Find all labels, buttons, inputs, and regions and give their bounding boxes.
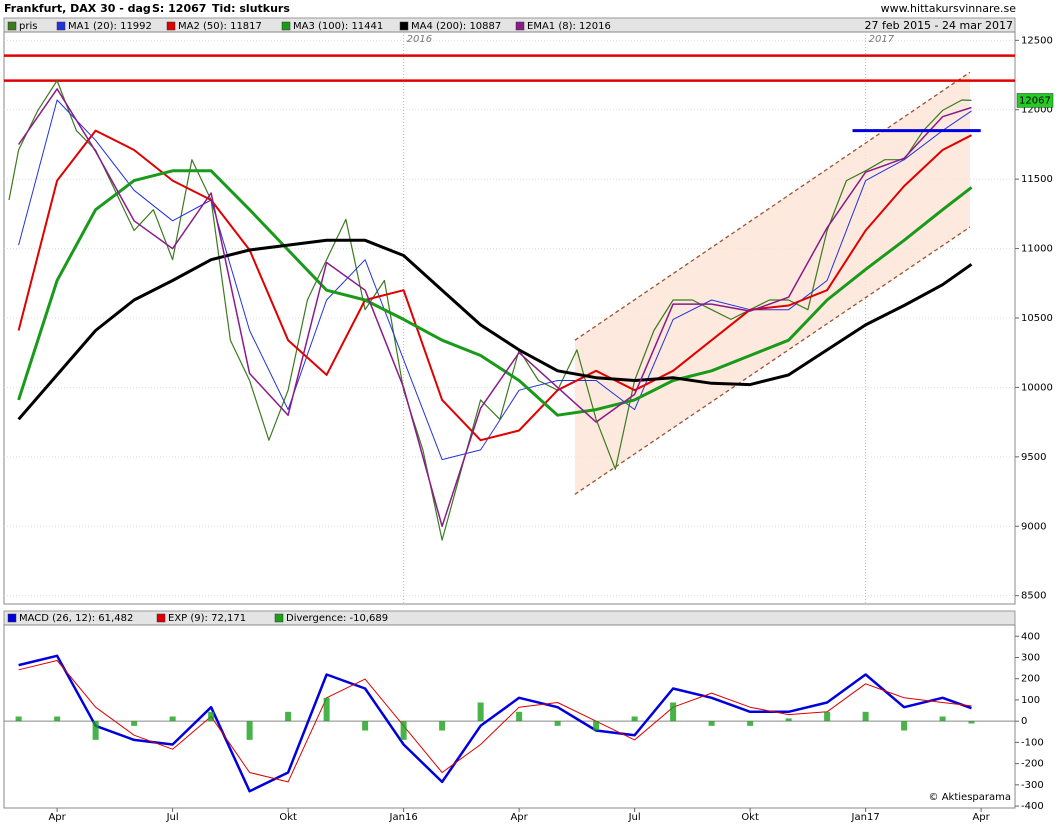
mode-text: Tid: slutkurs (212, 2, 290, 15)
source: www.hittakursvinnare.se (881, 2, 1017, 15)
y-tick-label: 10500 (1021, 313, 1053, 324)
divergence-bar (631, 716, 638, 722)
divergence-bar (593, 721, 600, 731)
legend-swatch (281, 21, 291, 31)
divergence-bar (516, 711, 523, 722)
divergence-bar (15, 716, 22, 722)
legend-bar (3, 610, 1016, 626)
x-tick-label: Jan16 (389, 812, 418, 823)
x-tick-label: Jul (166, 812, 179, 823)
y-tick-label: 9000 (1021, 521, 1046, 532)
y-tick-label: 9500 (1021, 452, 1046, 463)
x-tick-label: Okt (741, 812, 759, 823)
legend-swatch (7, 21, 17, 31)
y-tick-label: 200 (1021, 674, 1040, 685)
year-label: 2017 (869, 34, 895, 45)
divergence-bar (54, 716, 61, 722)
series-line (18, 99, 972, 461)
legend-label: EXP (9): 72,171 (168, 613, 246, 624)
legend-swatch (399, 21, 409, 31)
x-tick-label: Apr (48, 812, 66, 823)
series-line (18, 654, 972, 793)
divergence-bar (208, 711, 215, 722)
divergence-bar (554, 721, 561, 726)
series-line (17, 88, 972, 528)
legend-swatch (515, 21, 525, 31)
legend-label: MA2 (50): 11817 (178, 21, 262, 32)
series-line (18, 660, 972, 783)
divergence-bar (362, 721, 369, 731)
divergence-bar (747, 721, 754, 726)
divergence-bar (939, 716, 946, 722)
series-line (17, 129, 972, 442)
series-line (17, 169, 973, 417)
divergence-bar (824, 711, 831, 722)
legend-label: MA4 (200): 10887 (411, 21, 501, 32)
y-tick-label: 100 (1021, 695, 1040, 706)
legend-swatch (7, 613, 17, 623)
y-tick-label: 8500 (1021, 591, 1046, 602)
divergence-bar (708, 721, 715, 726)
divergence-bar (323, 697, 330, 722)
series-line (17, 238, 973, 421)
y-tick-label: 400 (1021, 631, 1040, 642)
divergence-bar (785, 718, 792, 722)
divergence-bar (169, 716, 176, 722)
legend-label: EMA1 (8): 12016 (527, 21, 611, 32)
y-tick-label: 10000 (1021, 382, 1053, 393)
x-tick-label: Apr (972, 812, 990, 823)
y-tick-label: 300 (1021, 652, 1040, 663)
legend-swatch (166, 21, 176, 31)
legend-label: Divergence: -10,689 (286, 613, 388, 624)
x-tick-label: Apr (510, 812, 528, 823)
legend-bar (3, 17, 1016, 33)
close-text: S: 12067 (152, 2, 206, 15)
divergence-bar (968, 721, 975, 724)
divergence-bar (439, 721, 446, 731)
y-tick-label: 0 (1021, 716, 1027, 727)
chart-title: Frankfurt, DAX 30 - dag (4, 2, 151, 15)
y-tick-label: 11000 (1021, 244, 1053, 255)
x-tick-label: Jul (628, 812, 641, 823)
last-price-box (1016, 93, 1054, 108)
divergence-bar (92, 721, 99, 740)
divergence-bar (131, 721, 138, 726)
divergence-bar (670, 702, 677, 722)
plot-area (3, 31, 1016, 605)
legend-swatch (56, 21, 66, 31)
channel-line (574, 71, 971, 341)
divergence-bar (246, 721, 253, 740)
y-tick-label: 12000 (1021, 105, 1053, 116)
date-range: 27 feb 2015 - 24 mar 2017 (864, 19, 1013, 32)
legend-label: MA1 (20): 11992 (68, 21, 152, 32)
channel-line (574, 226, 971, 495)
y-tick-label: -400 (1021, 801, 1044, 812)
legend-label: MA3 (100): 11441 (293, 21, 383, 32)
credit: © Aktiesparama (929, 792, 1011, 803)
y-tick-label: -300 (1021, 780, 1044, 791)
last-price-label: 12067 (1019, 95, 1051, 106)
y-tick-label: 11500 (1021, 174, 1053, 185)
x-tick-label: Jan17 (851, 812, 880, 823)
legend-label: pris (19, 21, 37, 32)
y-tick-label: -100 (1021, 737, 1044, 748)
series-line (8, 80, 972, 541)
divergence-bar (477, 702, 484, 722)
legend-swatch (156, 613, 166, 623)
legend-label: MACD (26, 12): 61,482 (19, 613, 133, 624)
x-tick-label: Okt (279, 812, 297, 823)
divergence-bar (400, 721, 407, 740)
legend-swatch (274, 613, 284, 623)
y-tick-label: -200 (1021, 759, 1044, 770)
divergence-bar (901, 721, 908, 731)
y-tick-label: 12500 (1021, 35, 1053, 46)
year-label: 2016 (407, 34, 432, 45)
divergence-bar (862, 711, 869, 722)
divergence-bar (285, 711, 292, 722)
